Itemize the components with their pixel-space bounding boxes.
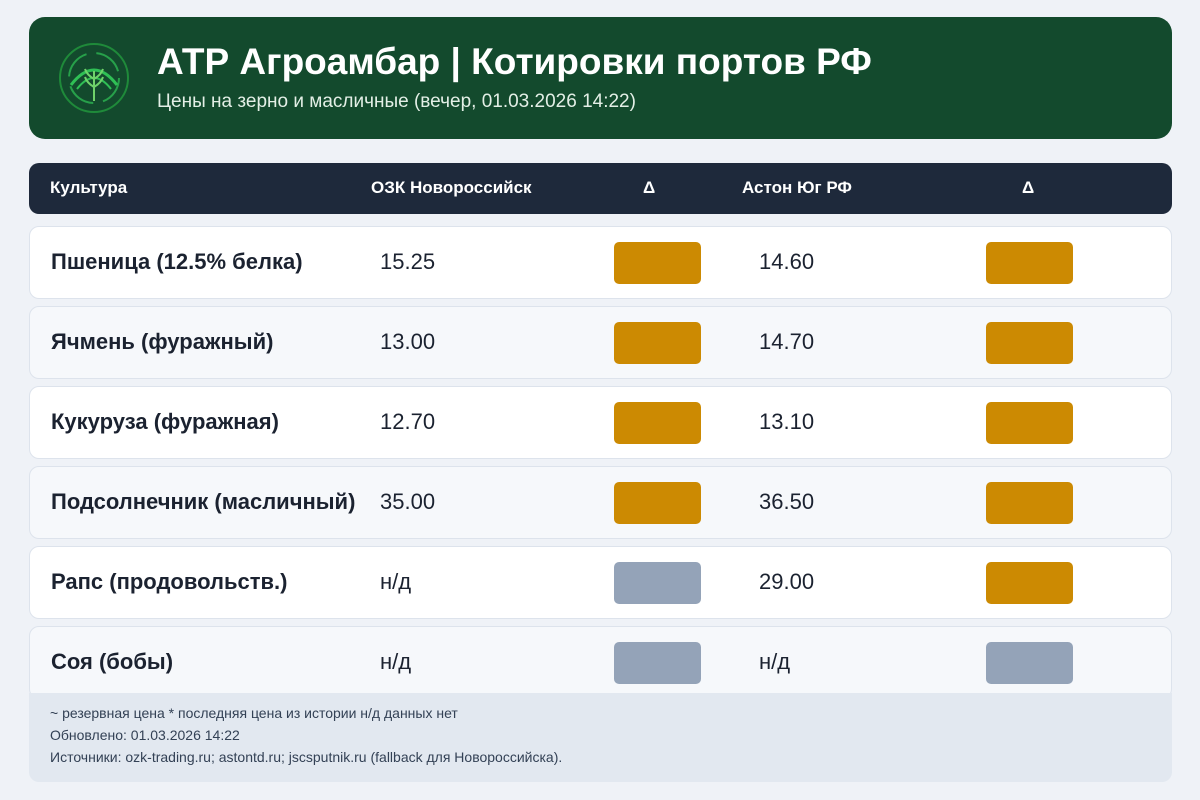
- crop-name: Пшеница (12.5% белка): [51, 249, 303, 274]
- aston-delta-chip: [986, 482, 1073, 524]
- aston-price: 13.10: [759, 409, 815, 434]
- column-header-aston-delta: Δ: [1022, 178, 1035, 197]
- ozk-delta-chip: [614, 482, 701, 524]
- crop-name: Подсолнечник (масличный): [51, 489, 356, 514]
- header-banner: АТР Агроамбар | Котировки портов РФ Цены…: [29, 17, 1172, 139]
- table-row: Ячмень (фуражный) 13.00 14.70: [29, 306, 1172, 379]
- column-header-ozk: ОЗК Новороссийск: [371, 178, 532, 197]
- aston-delta-chip: [986, 642, 1073, 684]
- ozk-price: 13.00: [380, 329, 436, 354]
- page-title: АТР Агроамбар | Котировки портов РФ: [157, 41, 872, 82]
- aston-price: 14.60: [759, 249, 815, 274]
- ozk-price: 35.00: [380, 489, 436, 514]
- aston-price: 36.50: [759, 489, 815, 514]
- table-header: Культура ОЗК Новороссийск Δ Астон Юг РФ …: [29, 163, 1172, 214]
- table-row: Рапс (продовольств.) н/д 29.00: [29, 546, 1172, 619]
- ozk-delta-chip: [614, 242, 701, 284]
- ozk-delta-chip: [614, 402, 701, 444]
- column-header-ozk-delta: Δ: [643, 178, 656, 197]
- aston-price: н/д: [759, 649, 791, 674]
- ozk-delta-chip: [614, 322, 701, 364]
- ozk-delta-chip: [614, 642, 701, 684]
- sources-note: Источники: ozk-trading.ru; astontd.ru; j…: [50, 749, 563, 765]
- crop-name: Соя (бобы): [51, 649, 174, 674]
- column-header-crop: Культура: [50, 178, 128, 197]
- ozk-price: н/д: [380, 569, 412, 594]
- ozk-price: 15.25: [380, 249, 436, 274]
- crop-name: Кукуруза (фуражная): [51, 409, 279, 434]
- aston-delta-chip: [986, 322, 1073, 364]
- table-row: Кукуруза (фуражная) 12.70 13.10: [29, 386, 1172, 459]
- aston-delta-chip: [986, 402, 1073, 444]
- aston-price: 29.00: [759, 569, 815, 594]
- ozk-delta-chip: [614, 562, 701, 604]
- crop-name: Ячмень (фуражный): [51, 329, 274, 354]
- table-row: Подсолнечник (масличный) 35.00 36.50: [29, 466, 1172, 539]
- updated-timestamp: Обновлено: 01.03.2026 14:22: [50, 727, 240, 743]
- table-row: Пшеница (12.5% белка) 15.25 14.60: [29, 226, 1172, 299]
- ozk-price: н/д: [380, 649, 412, 674]
- crop-name: Рапс (продовольств.): [51, 569, 288, 594]
- wheat-signal-logo-icon: [57, 41, 131, 115]
- page-subtitle: Цены на зерно и масличные (вечер, 01.03.…: [157, 91, 636, 112]
- column-header-aston: Астон Юг РФ: [742, 178, 852, 197]
- footer-notes: ~ резервная цена * последняя цена из ист…: [29, 693, 1172, 782]
- aston-price: 14.70: [759, 329, 815, 354]
- aston-delta-chip: [986, 242, 1073, 284]
- table-row: Соя (бобы) н/д н/д: [29, 626, 1172, 699]
- legend-note: ~ резервная цена * последняя цена из ист…: [50, 705, 458, 721]
- ozk-price: 12.70: [380, 409, 436, 434]
- aston-delta-chip: [986, 562, 1073, 604]
